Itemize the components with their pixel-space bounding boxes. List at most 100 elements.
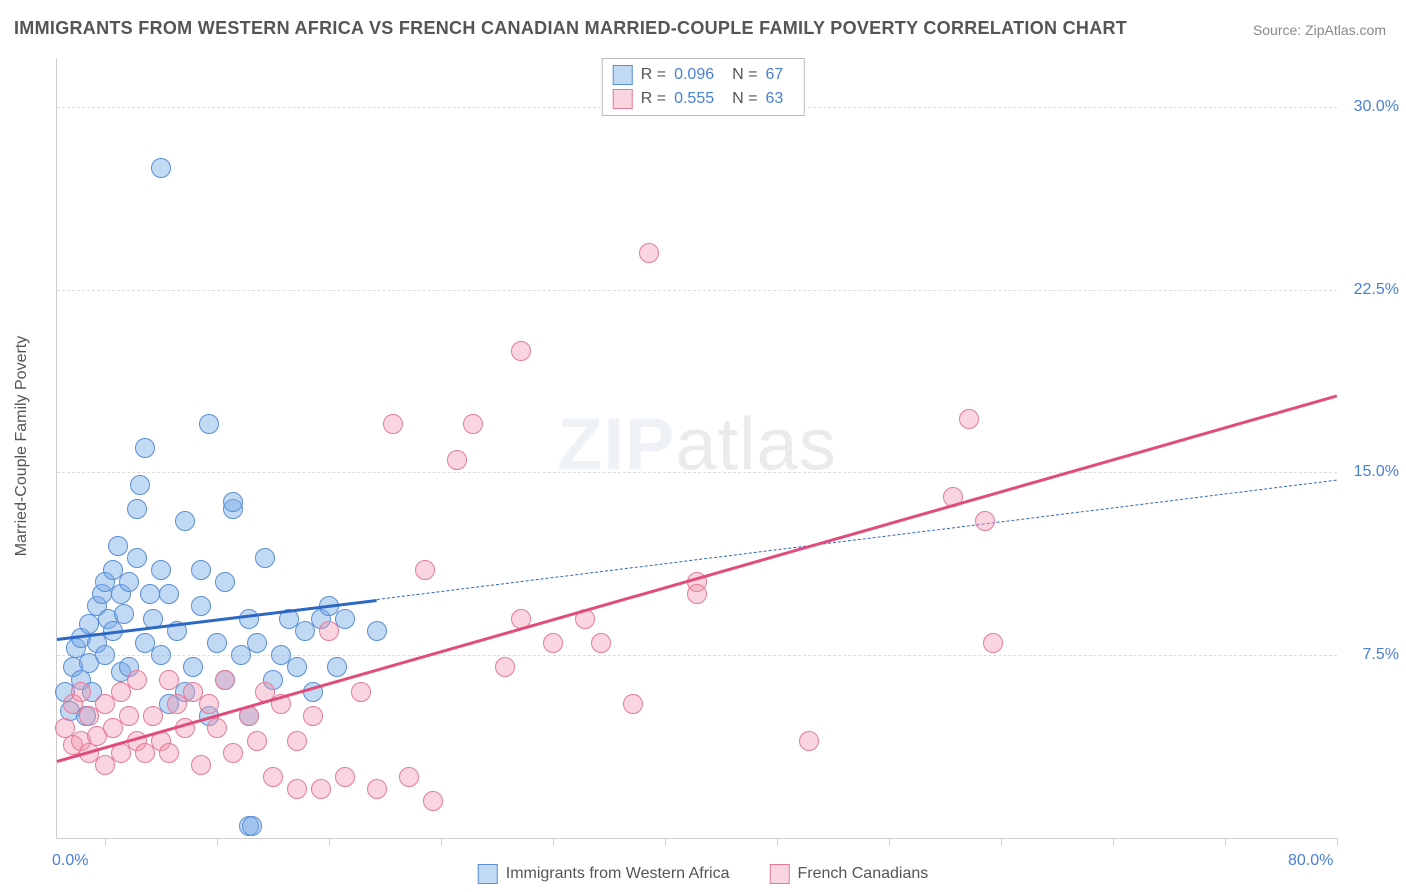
scatter-point xyxy=(423,791,443,811)
legend-row-a: R = 0.096 N = 67 xyxy=(613,63,794,87)
series-b-label: French Canadians xyxy=(798,865,929,883)
scatter-point xyxy=(199,694,219,714)
scatter-point xyxy=(287,779,307,799)
x-tick xyxy=(777,838,778,846)
legend-item-b: French Canadians xyxy=(770,864,929,884)
x-tick xyxy=(329,838,330,846)
y-tick-label: 30.0% xyxy=(1354,98,1399,116)
scatter-point xyxy=(242,816,262,836)
grid-line xyxy=(57,290,1337,291)
n-value-b: 63 xyxy=(765,90,783,108)
r-value-a: 0.096 xyxy=(674,66,714,84)
scatter-point xyxy=(287,657,307,677)
watermark: ZIPatlas xyxy=(557,401,836,486)
scatter-point xyxy=(383,414,403,434)
scatter-point xyxy=(151,645,171,665)
series-a-label: Immigrants from Western Africa xyxy=(506,865,730,883)
scatter-point xyxy=(591,633,611,653)
scatter-point xyxy=(623,694,643,714)
scatter-point xyxy=(130,475,150,495)
scatter-point xyxy=(119,572,139,592)
swatch-series-b-bottom xyxy=(770,864,790,884)
y-tick-label: 15.0% xyxy=(1354,463,1399,481)
x-tick xyxy=(441,838,442,846)
scatter-point xyxy=(399,767,419,787)
scatter-point xyxy=(207,633,227,653)
scatter-point xyxy=(543,633,563,653)
scatter-point xyxy=(447,450,467,470)
legend-row-b: R = 0.555 N = 63 xyxy=(613,87,794,111)
correlation-legend: R = 0.096 N = 67 R = 0.555 N = 63 xyxy=(602,58,805,116)
scatter-point xyxy=(223,743,243,763)
scatter-point xyxy=(140,584,160,604)
scatter-point xyxy=(495,657,515,677)
x-tick xyxy=(1337,838,1338,846)
r-value-b: 0.555 xyxy=(674,90,714,108)
grid-line xyxy=(57,472,1337,473)
scatter-point xyxy=(687,584,707,604)
scatter-point xyxy=(108,536,128,556)
scatter-point xyxy=(319,621,339,641)
scatter-point xyxy=(215,572,235,592)
y-tick-label: 22.5% xyxy=(1354,281,1399,299)
scatter-point xyxy=(287,731,307,751)
scatter-point xyxy=(199,414,219,434)
y-tick-label: 7.5% xyxy=(1363,646,1399,664)
trend-line xyxy=(57,394,1338,763)
scatter-point xyxy=(191,596,211,616)
series-legend: Immigrants from Western Africa French Ca… xyxy=(478,864,929,884)
scatter-point xyxy=(415,560,435,580)
scatter-point xyxy=(159,743,179,763)
scatter-point xyxy=(159,670,179,690)
x-tick xyxy=(1113,838,1114,846)
n-value-a: 67 xyxy=(765,66,783,84)
scatter-point xyxy=(983,633,1003,653)
scatter-point xyxy=(79,614,99,634)
scatter-point xyxy=(367,779,387,799)
scatter-point xyxy=(327,657,347,677)
scatter-point xyxy=(175,511,195,531)
scatter-point xyxy=(303,706,323,726)
source-attribution: Source: ZipAtlas.com xyxy=(1253,22,1386,38)
scatter-point xyxy=(959,409,979,429)
scatter-point xyxy=(143,706,163,726)
scatter-point xyxy=(463,414,483,434)
scatter-point xyxy=(95,645,115,665)
swatch-series-a xyxy=(613,65,633,85)
scatter-point xyxy=(799,731,819,751)
trend-line-extrapolated xyxy=(377,480,1337,600)
y-axis-label: Married-Couple Family Poverty xyxy=(13,336,31,557)
scatter-point xyxy=(114,604,134,624)
scatter-point xyxy=(247,633,267,653)
scatter-point xyxy=(183,657,203,677)
scatter-point xyxy=(975,511,995,531)
plot-area: ZIPatlas 7.5%15.0%22.5%30.0% xyxy=(56,58,1337,839)
x-tick xyxy=(1001,838,1002,846)
scatter-point xyxy=(127,548,147,568)
scatter-point xyxy=(239,609,259,629)
scatter-point xyxy=(223,492,243,512)
x-tick xyxy=(665,838,666,846)
source-value: ZipAtlas.com xyxy=(1305,22,1386,38)
swatch-series-b xyxy=(613,89,633,109)
r-label-b: R = xyxy=(641,90,666,108)
scatter-point xyxy=(127,499,147,519)
x-tick xyxy=(889,838,890,846)
x-min-label: 0.0% xyxy=(52,852,88,870)
scatter-point xyxy=(151,560,171,580)
scatter-point xyxy=(191,560,211,580)
scatter-point xyxy=(191,755,211,775)
scatter-point xyxy=(639,243,659,263)
x-tick xyxy=(553,838,554,846)
scatter-point xyxy=(215,670,235,690)
scatter-point xyxy=(159,584,179,604)
scatter-point xyxy=(119,706,139,726)
scatter-point xyxy=(367,621,387,641)
scatter-point xyxy=(511,341,531,361)
scatter-point xyxy=(135,438,155,458)
scatter-point xyxy=(127,670,147,690)
scatter-point xyxy=(247,731,267,751)
n-label-b: N = xyxy=(732,90,757,108)
x-max-label: 80.0% xyxy=(1288,852,1333,870)
scatter-point xyxy=(71,682,91,702)
